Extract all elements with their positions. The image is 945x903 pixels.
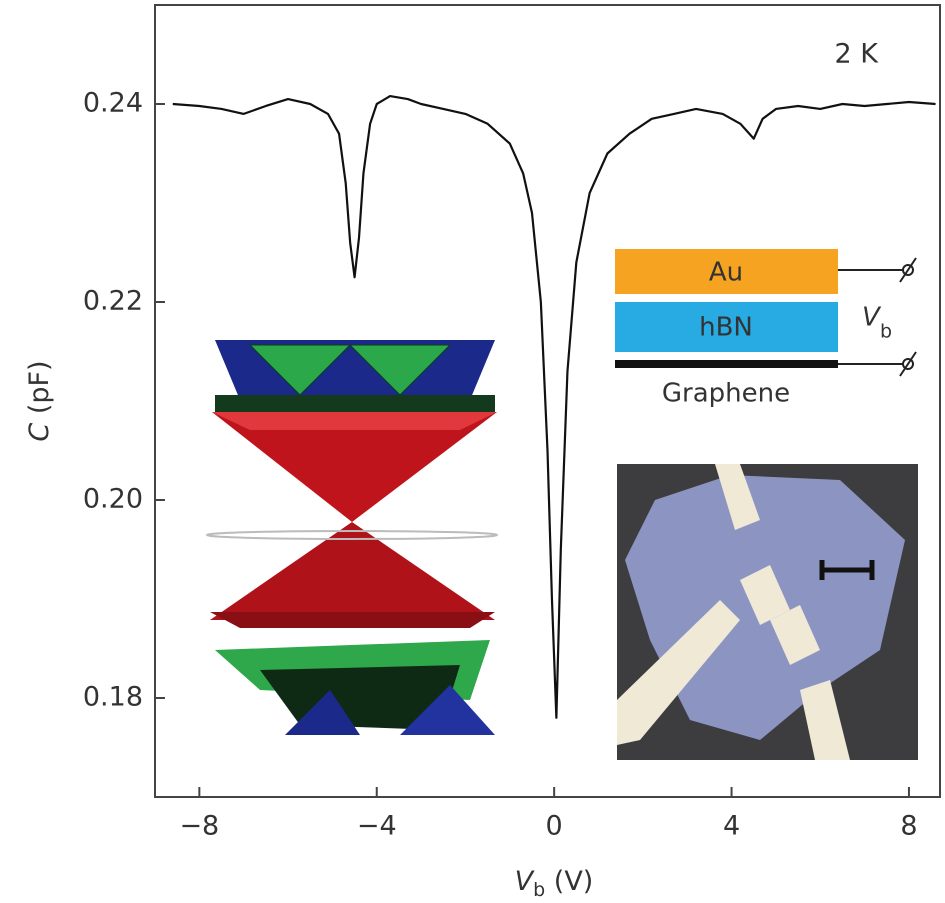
- y-tick-label: 0.22: [83, 286, 143, 317]
- graphene-label: Graphene: [662, 379, 790, 409]
- y-tick-label: 0.24: [83, 88, 143, 119]
- device-schematic: Au hBN Graphene V b: [615, 249, 916, 409]
- y-tick-label: 0.18: [83, 682, 143, 713]
- y-tick-label: 0.20: [83, 484, 143, 515]
- y-axis-unit: (pF): [24, 360, 55, 414]
- x-axis-unit: (V): [554, 866, 594, 897]
- y-axis-label: C (pF): [24, 360, 55, 441]
- x-tick-label: 8: [900, 811, 917, 842]
- x-axis-subscript: b: [533, 879, 545, 901]
- band-structure-inset: [207, 340, 497, 735]
- graphene-layer: [615, 360, 838, 368]
- bias-subscript: b: [880, 321, 892, 343]
- chart: Au hBN Graphene V b 2 K C (pF) Vb (V) 0.…: [0, 0, 945, 903]
- y-axis-symbol: C: [24, 423, 55, 442]
- x-tick-label: 4: [723, 811, 740, 842]
- hbn-label: hBN: [699, 313, 753, 343]
- x-tick-label: 0: [546, 811, 563, 842]
- au-label: Au: [709, 258, 743, 288]
- micrograph-inset: [617, 464, 918, 760]
- temperature-label: 2 K: [835, 39, 880, 70]
- x-tick-label: −4: [357, 811, 397, 842]
- x-axis-label: Vb (V): [515, 866, 594, 901]
- bias-label: V: [862, 303, 882, 333]
- x-tick-label: −8: [179, 811, 219, 842]
